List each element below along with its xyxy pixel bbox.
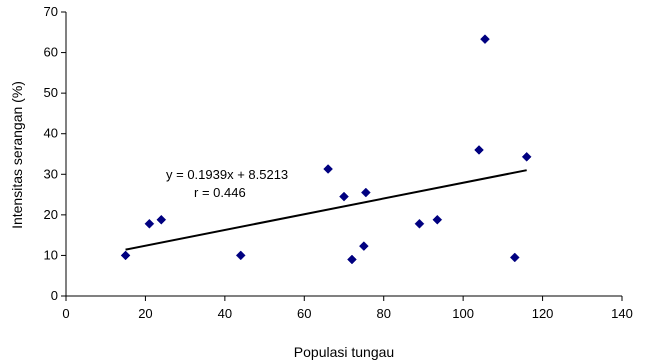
data-point bbox=[474, 145, 484, 155]
data-point bbox=[521, 151, 532, 162]
correlation-label: r = 0.446 bbox=[194, 185, 246, 200]
y-tick-label: 20 bbox=[44, 207, 58, 222]
data-point bbox=[432, 214, 443, 225]
data-point bbox=[339, 191, 349, 202]
y-ticks: 0 10 20 30 40 50 60 70 bbox=[44, 4, 66, 303]
data-points bbox=[120, 34, 532, 265]
data-point bbox=[144, 218, 155, 229]
trendline bbox=[125, 169, 527, 251]
y-tick-label: 30 bbox=[44, 166, 58, 181]
x-tick-label: 0 bbox=[62, 306, 69, 321]
x-tick-label: 80 bbox=[376, 306, 390, 321]
y-axis-title: Intensitas serangan (%) bbox=[9, 81, 25, 229]
y-tick-label: 40 bbox=[44, 126, 58, 141]
data-point bbox=[414, 218, 425, 229]
y-tick-label: 0 bbox=[51, 288, 58, 303]
data-point bbox=[323, 164, 333, 174]
x-tick-label: 120 bbox=[532, 306, 554, 321]
y-tick-label: 50 bbox=[44, 85, 58, 100]
x-tick-label: 140 bbox=[611, 306, 633, 321]
x-tick-label: 100 bbox=[452, 306, 474, 321]
x-tick-label: 40 bbox=[218, 306, 232, 321]
data-point bbox=[360, 187, 371, 198]
data-point bbox=[509, 252, 520, 263]
trendline-equation: y = 0.1939x + 8.5213 bbox=[166, 167, 288, 182]
y-tick-label: 10 bbox=[44, 247, 58, 262]
x-ticks: 0 20 40 60 80 100 120 140 bbox=[62, 296, 633, 321]
y-tick-label: 70 bbox=[44, 4, 58, 19]
y-tick-label: 60 bbox=[44, 45, 58, 60]
x-axis: 0 20 40 60 80 100 120 140 bbox=[62, 295, 633, 321]
data-point bbox=[120, 250, 131, 261]
data-point bbox=[347, 254, 357, 265]
data-point bbox=[235, 250, 246, 261]
data-point bbox=[480, 34, 490, 45]
data-point bbox=[156, 214, 167, 225]
x-tick-label: 60 bbox=[297, 306, 311, 321]
x-axis-title: Populasi tungau bbox=[294, 344, 394, 360]
data-point bbox=[359, 241, 369, 251]
y-axis: 0 10 20 30 40 50 60 70 bbox=[44, 4, 67, 303]
x-tick-label: 20 bbox=[138, 306, 152, 321]
